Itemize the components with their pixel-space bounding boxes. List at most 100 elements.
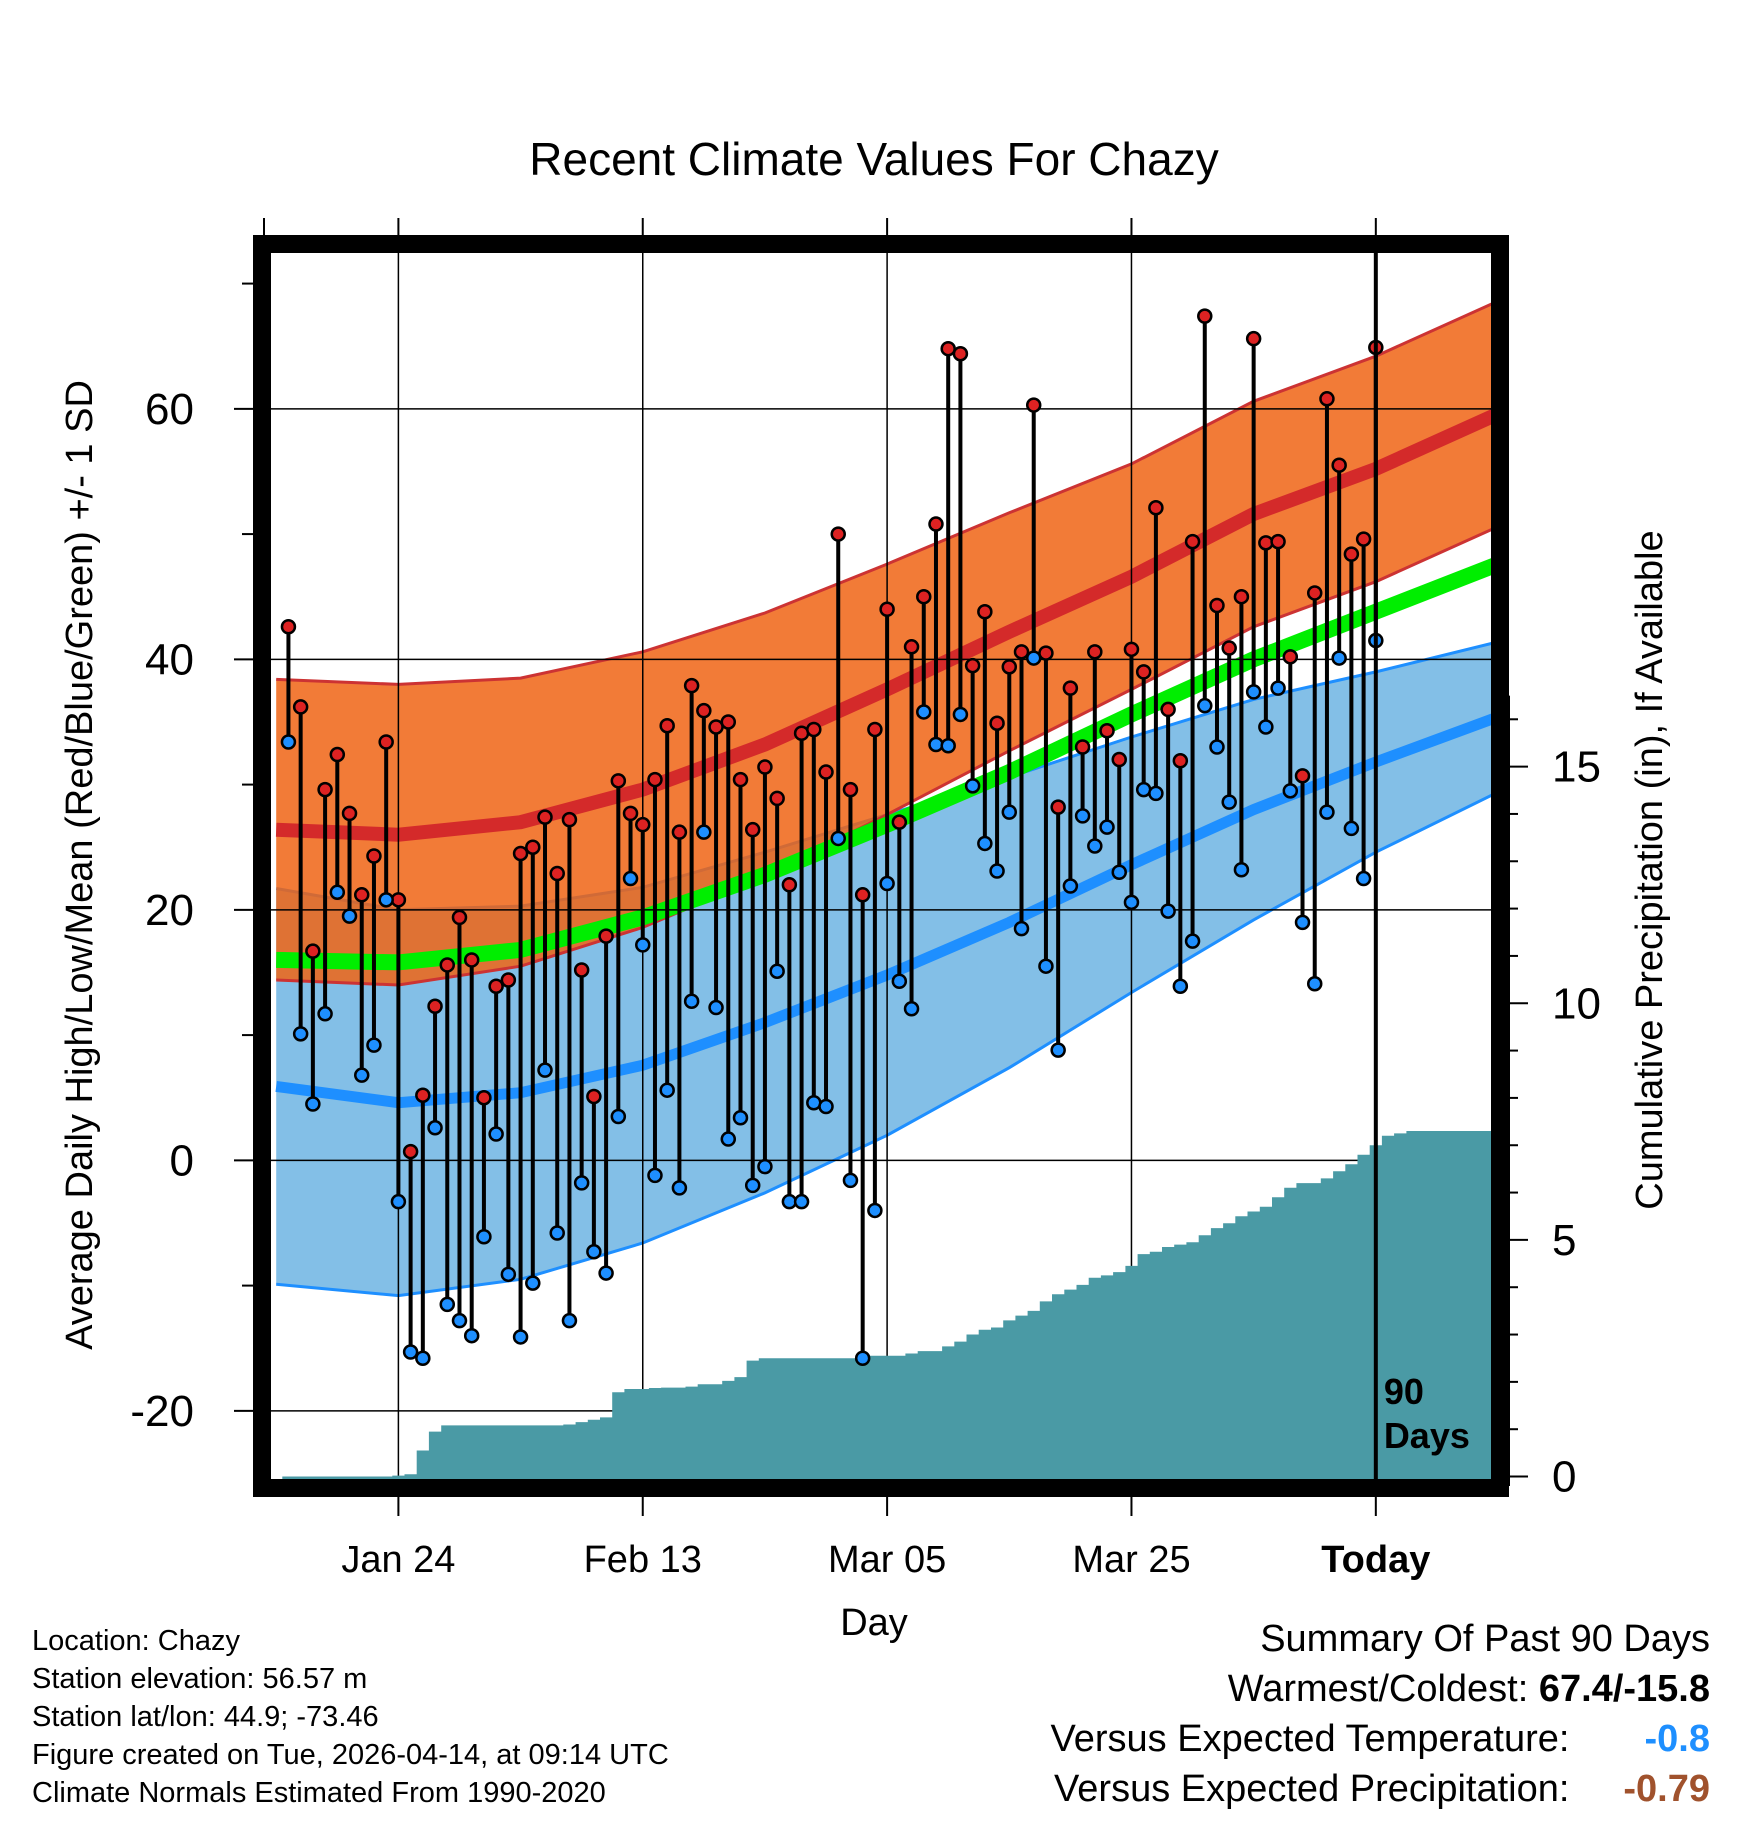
daily-low-point (1282, 783, 1299, 799)
daily-low-point (1209, 739, 1225, 755)
daily-high-point (781, 877, 798, 893)
daily-high-point (806, 721, 822, 738)
daily-low-point (720, 1131, 737, 1147)
daily-high-point (1343, 546, 1360, 562)
daily-low-point (439, 1296, 456, 1313)
daily-high-point (1135, 664, 1152, 680)
daily-low-point (1306, 975, 1323, 992)
bottom-axis: Jan 24 Feb 13 Mar 05 Mar 25 Today (263, 218, 1430, 1581)
daily-low-point (1245, 684, 1262, 700)
daily-low-point (1087, 838, 1103, 854)
daily-high-point (1355, 531, 1372, 547)
daily-low-point (854, 1350, 871, 1366)
daily-low-point (952, 706, 969, 723)
daily-low-point (793, 1193, 810, 1210)
daily-low-point (647, 1167, 663, 1184)
daily-low-point (1197, 697, 1213, 714)
location-text: Location: Chazy (32, 1625, 240, 1657)
daily-high-point (415, 1087, 431, 1103)
daily-high-point (928, 516, 944, 532)
warm-cold-label: Warmest/Coldest: (1227, 1668, 1529, 1710)
daily-low-point (378, 892, 394, 908)
daily-low-point (903, 1001, 920, 1017)
daily-low-point (280, 734, 297, 750)
x-tick-label: Feb 13 (584, 1539, 702, 1581)
daily-low-point (977, 835, 993, 852)
daily-low-point (537, 1062, 553, 1078)
daily-low-point (1172, 978, 1189, 994)
daily-high-point (732, 771, 749, 788)
x-axis-label: Day (840, 1602, 908, 1644)
x-tick-label: Jan 24 (341, 1539, 455, 1581)
days-unit-label: Days (1384, 1415, 1470, 1456)
daily-high-point (610, 773, 627, 789)
daily-high-point (635, 816, 651, 833)
y2-tick-label: 0 (1552, 1453, 1576, 1502)
daily-high-point (683, 677, 700, 694)
y-tick-label: 20 (145, 886, 194, 935)
daily-high-point (1062, 680, 1079, 696)
y-axis-label: Average Daily High/Low/Mean (Red/Blue/Gr… (59, 380, 101, 1350)
daily-high-point (891, 814, 908, 830)
created-text: Figure created on Tue, 2026-04-14, at 09… (32, 1739, 669, 1771)
daily-low-point (1148, 785, 1164, 802)
daily-low-point (1160, 903, 1176, 919)
daily-low-point (916, 704, 932, 720)
daily-high-point (1160, 701, 1176, 718)
daily-low-point (964, 778, 981, 794)
daily-low-point (842, 1172, 859, 1189)
daily-high-point (744, 821, 761, 838)
daily-high-point (977, 603, 993, 620)
daily-high-point (1306, 585, 1323, 601)
x-tick-label: Mar 05 (828, 1539, 946, 1581)
daily-low-point (696, 824, 712, 840)
daily-high-point (427, 998, 443, 1015)
daily-low-point (1233, 862, 1250, 878)
daily-high-point (720, 714, 737, 730)
y2-tick-label: 15 (1552, 743, 1601, 792)
daily-high-point (1087, 644, 1103, 660)
daily-low-point (525, 1275, 541, 1291)
daily-high-point (439, 957, 456, 973)
daily-high-point (1270, 533, 1286, 550)
plot-area (264, 246, 1498, 1486)
daily-low-point (1294, 914, 1311, 931)
y-tick-label: -20 (130, 1387, 194, 1436)
y2-tick-label: 10 (1552, 979, 1601, 1028)
precip-value: -0.79 (1623, 1768, 1710, 1810)
daily-high-point (463, 952, 480, 968)
daily-high-point (476, 1089, 492, 1106)
daily-high-point (696, 702, 712, 719)
daily-low-point (598, 1265, 614, 1281)
daily-high-point (952, 345, 969, 362)
daily-high-point (341, 805, 358, 822)
latlon-text: Station lat/lon: 44.9; -73.46 (32, 1701, 379, 1733)
daily-low-point (500, 1266, 517, 1283)
daily-low-point (744, 1177, 761, 1194)
daily-range-stems (286, 316, 1378, 1359)
daily-high-point (1074, 739, 1091, 755)
daily-high-point (1013, 644, 1030, 660)
daily-low-point (402, 1344, 419, 1360)
daily-low-point (879, 875, 895, 892)
daily-high-point (537, 809, 553, 825)
daily-low-points (280, 632, 1384, 1366)
daily-low-point (1013, 920, 1030, 937)
x-tick-label: Today (1321, 1539, 1430, 1581)
daily-low-point (353, 1067, 370, 1083)
daily-high-point (671, 824, 688, 840)
summary-panel: Summary Of Past 90 Days Warmest/Coldest:… (1051, 1618, 1710, 1818)
cumulative-precip-area (282, 1131, 1498, 1486)
daily-high-point (989, 715, 1005, 731)
daily-low-point (1184, 933, 1201, 949)
daily-low-point (1062, 878, 1079, 894)
daily-high-point (305, 943, 321, 959)
daily-high-point (292, 699, 309, 715)
daily-high-point (916, 588, 932, 605)
daily-high-point (1050, 799, 1066, 815)
daily-low-point (635, 937, 651, 953)
daily-high-point (317, 781, 333, 798)
daily-low-point (671, 1180, 688, 1196)
chart-title: Recent Climate Values For Chazy (529, 133, 1218, 185)
